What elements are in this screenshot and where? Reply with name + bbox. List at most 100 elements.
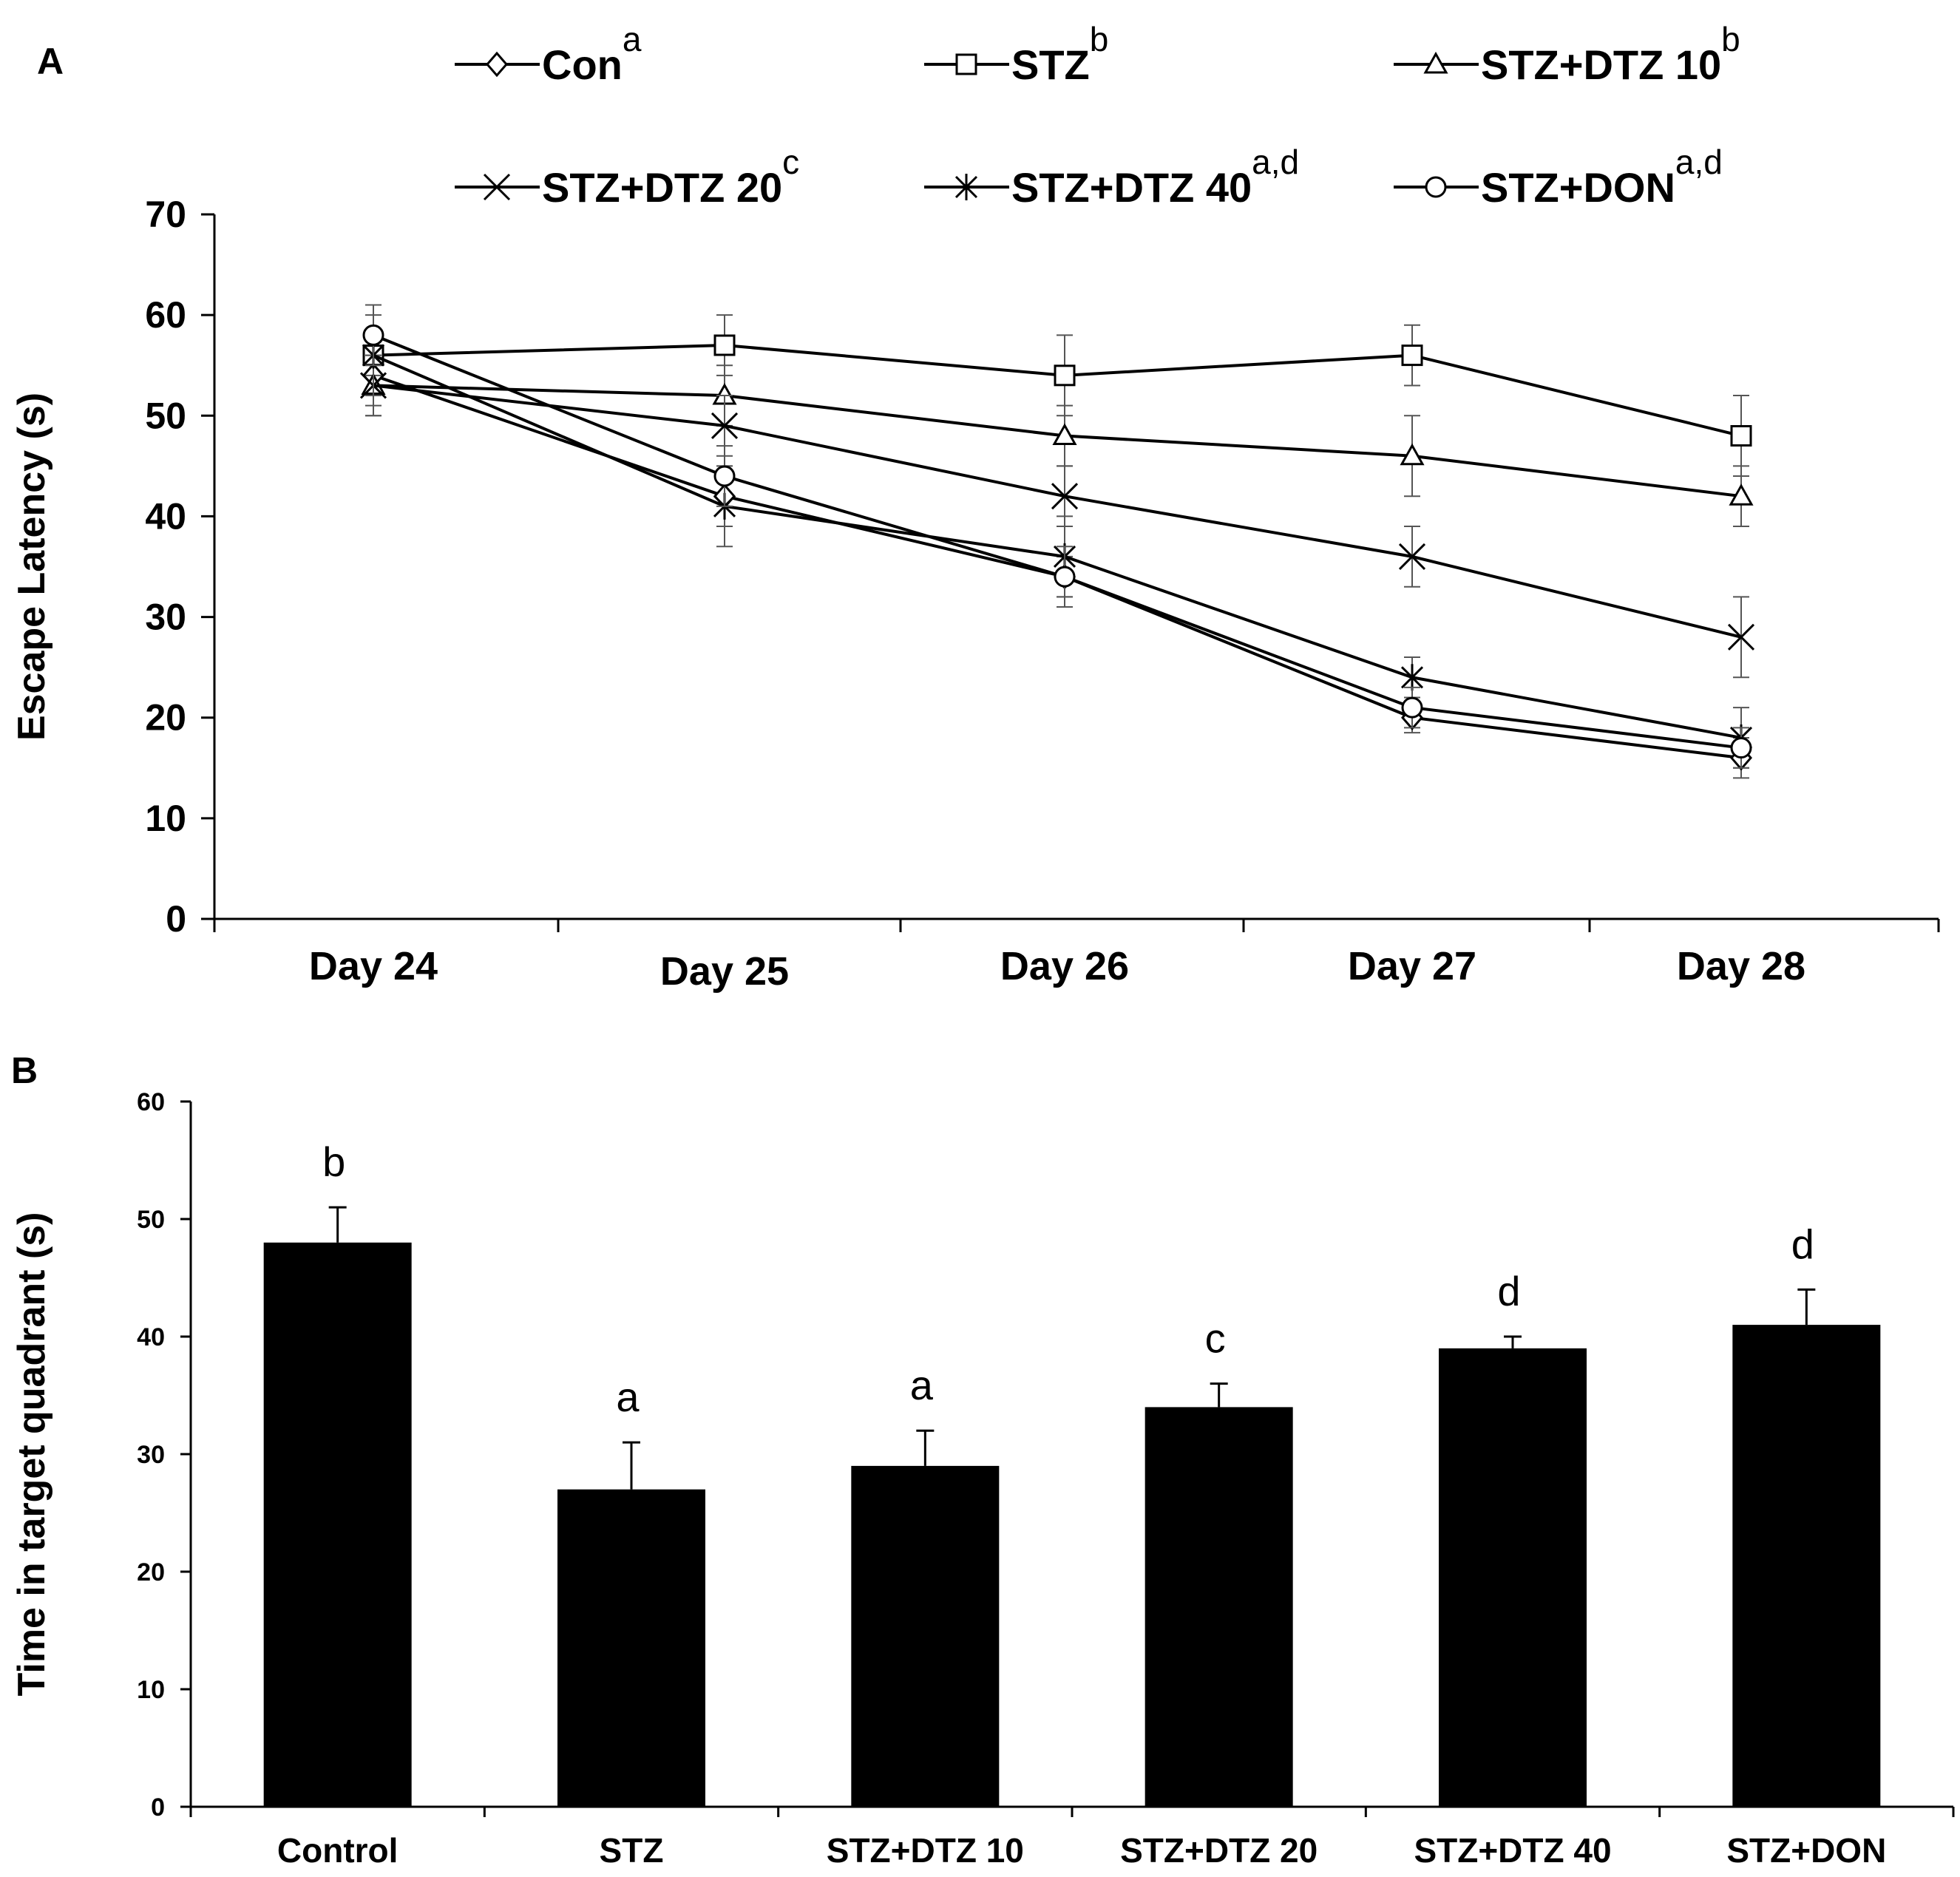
legend-item-stz-dtz-40: STZ+DTZ 40a,d	[924, 143, 1299, 211]
y-tick-label: 50	[145, 395, 186, 436]
bar-control-rect	[263, 1242, 412, 1807]
series-stz-don-point	[1730, 737, 1752, 759]
series-stz-dtz-20-point	[711, 412, 739, 439]
y-tick-label: 60	[145, 294, 186, 336]
legend-item-stz-dtz-40-marker	[954, 174, 978, 200]
legend-item-stz-dtz-10-superscript: b	[1721, 20, 1740, 58]
legend-item-stz-marker	[955, 53, 977, 75]
series-stz-dtz-20-point	[1398, 543, 1426, 570]
legend-item-stz-dtz-20-superscript: c	[782, 143, 799, 181]
series-stz-dtz-20-point-stroke	[1051, 483, 1079, 510]
y-tick-label: 30	[137, 1441, 165, 1469]
series-stz-don-point	[1054, 566, 1076, 588]
bar-stz-dtz-10: a	[851, 1362, 1000, 1807]
series-stz-don	[362, 304, 1752, 769]
bar-stz-dtz-10-rect	[851, 1465, 1000, 1807]
y-tick-label: 0	[166, 898, 186, 940]
legend-item-stz-dtz-10-name: STZ+DTZ 10	[1481, 41, 1721, 88]
legend-item-stz-dtz-10-marker	[1423, 51, 1448, 74]
y-tick-label: 40	[137, 1323, 165, 1351]
series-stz-dtz-20-point-stroke	[711, 412, 739, 439]
bar-stz-don-rect	[1732, 1325, 1881, 1807]
bar-stz-annotation: a	[616, 1374, 640, 1420]
legend-item-stz: STZb	[924, 20, 1108, 88]
panel-b-x-ticks: Control STZ STZ+DTZ 10 STZ+DTZ 20 STZ+DTZ 40…	[189, 1807, 1955, 1870]
bar-stz-dtz-20: c	[1145, 1315, 1293, 1807]
x-tick-label-day-26: Day 26	[1000, 944, 1129, 988]
series-stz-point	[1730, 425, 1752, 447]
panel-a-x-ticks: Day 24 Day 25 Day 26 Day 27 Day 28	[213, 919, 1940, 994]
y-tick-label: 70	[145, 194, 186, 235]
legend-item-stz-dtz-40-label: STZ+DTZ 40a,d	[1011, 143, 1299, 211]
legend-item-stz-name: STZ	[1011, 41, 1090, 88]
legend-item-stz-don-name: STZ+DON	[1481, 164, 1675, 211]
legend-item-con-superscript: a	[623, 20, 642, 58]
x-tick-label-day-27: Day 27	[1348, 944, 1476, 988]
series-stz-dtz-10-point	[1729, 483, 1754, 506]
series-stz-dtz-20-point	[1051, 483, 1079, 510]
bar-stz-dtz-40: d	[1439, 1268, 1587, 1807]
series-stz-point	[713, 334, 736, 356]
x-tick-label-stz-dtz-20: STZ+DTZ 20	[1120, 1831, 1318, 1870]
x-tick-label-control: Control	[277, 1831, 399, 1870]
bar-stz: a	[557, 1374, 705, 1807]
legend-item-stz-don: STZ+DONa,d	[1394, 143, 1723, 211]
series-stz-dtz-10-point	[1400, 443, 1425, 466]
y-tick-label: 40	[145, 495, 186, 537]
legend-item-con-label: Cona	[542, 20, 642, 88]
x-tick-label-day-28: Day 28	[1677, 944, 1805, 988]
legend-item-stz-dtz-20-marker	[483, 173, 511, 201]
legend-item-stz-dtz-20: STZ+DTZ 20c	[455, 143, 799, 211]
panel-a-line-chart: A Escape Latency (s) 0 10 20 30 40 50 60 70 Day…	[10, 20, 1940, 994]
legend-item-stz-don-label: STZ+DONa,d	[1481, 143, 1723, 211]
bar-stz-dtz-20-annotation: c	[1205, 1315, 1226, 1362]
bar-control: b	[263, 1138, 412, 1807]
legend-item-stz-superscript: b	[1090, 20, 1109, 58]
series-stz	[362, 314, 1752, 477]
panel-b-y-ticks: 0 10 20 30 40 50 60	[137, 1088, 191, 1822]
legend-item-stz-dtz-10: STZ+DTZ 10b	[1394, 20, 1740, 88]
series-stz-dtz-20-point-stroke	[1398, 543, 1426, 570]
series-stz-dtz-20	[359, 354, 1755, 679]
panel-a-y-axis-label: Escape Latency (s)	[10, 393, 53, 741]
series-stz-point	[1054, 364, 1076, 387]
panel-b-bars: b a a c d d	[263, 1138, 1881, 1807]
bar-stz-don-annotation: d	[1791, 1221, 1814, 1267]
bar-stz-dtz-40-annotation: d	[1497, 1268, 1520, 1314]
series-stz-don-point	[362, 324, 384, 346]
legend-item-stz-dtz-40-superscript: a,d	[1252, 143, 1299, 181]
bar-control-annotation: b	[322, 1138, 345, 1185]
panel-a-series	[359, 304, 1755, 779]
legend-item-stz-dtz-40-name: STZ+DTZ 40	[1011, 164, 1252, 211]
legend-item-stz-don-marker	[1425, 176, 1447, 198]
panel-b-y-axis-label: Time in target quadrant (s)	[10, 1212, 53, 1697]
panel-a-y-ticks: 0 10 20 30 40 50 60 70	[145, 194, 214, 940]
series-stz-dtz-10-point	[1052, 423, 1077, 446]
legend-item-stz-dtz-20-marker-stroke	[483, 173, 511, 201]
panel-a-label: A	[37, 41, 64, 82]
panel-b-bar-chart: B Time in target quadrant (s) 0 10 20 30 40 5…	[10, 1050, 1955, 1870]
y-tick-label: 50	[137, 1206, 165, 1234]
series-stz-dtz-40-point	[1400, 664, 1424, 691]
y-tick-label: 30	[145, 597, 186, 638]
legend-item-stz-don-superscript: a,d	[1675, 143, 1723, 181]
y-tick-label: 10	[145, 798, 186, 839]
series-stz-dtz-20-point	[1727, 623, 1755, 651]
legend-item-con-marker	[486, 51, 508, 78]
legend-item-stz-dtz-10-label: STZ+DTZ 10b	[1481, 20, 1740, 88]
bar-stz-dtz-10-annotation: a	[910, 1362, 934, 1408]
legend-item-stz-label: STZb	[1011, 20, 1108, 88]
x-tick-label-stz-don: STZ+DON	[1726, 1831, 1886, 1870]
bar-stz-dtz-40-rect	[1439, 1348, 1587, 1807]
series-stz-dtz-20-point-stroke	[1727, 623, 1755, 651]
legend-item-con-name: Con	[542, 41, 623, 88]
series-stz-don-point	[713, 465, 736, 487]
panel-b-label: B	[11, 1050, 38, 1091]
y-tick-label: 60	[137, 1088, 165, 1116]
x-tick-label-stz-dtz-10: STZ+DTZ 10	[827, 1831, 1024, 1870]
bar-stz-don: d	[1732, 1221, 1881, 1807]
x-tick-label-day-24: Day 24	[309, 944, 438, 988]
bar-stz-rect	[557, 1489, 705, 1807]
